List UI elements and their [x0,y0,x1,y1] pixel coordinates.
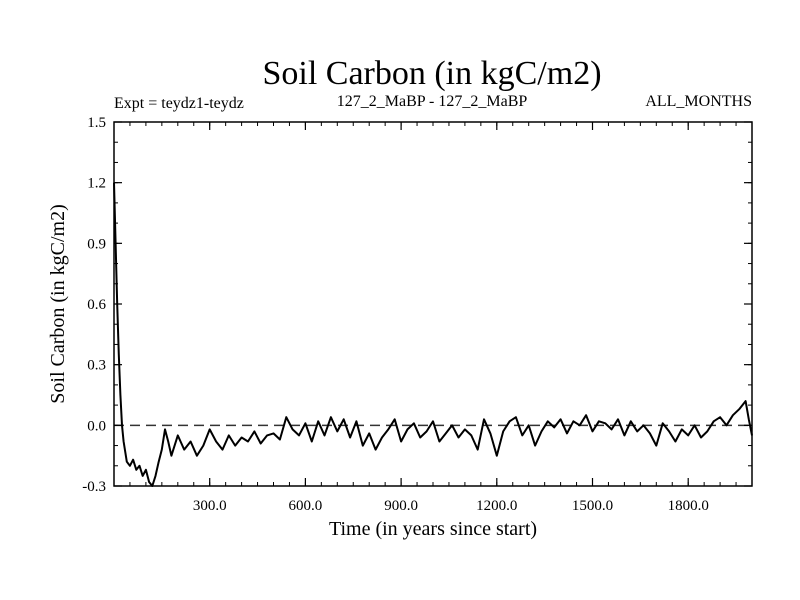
axis-tick-labels: -0.3 0.0 0.3 0.6 0.9 1.2 1.5 300.0 600.0 900.0 120… [82,115,709,514]
experiment-label: Expt = teydz1-teydz [114,95,244,112]
x-tick-label: 300.0 [193,498,227,514]
y-tick-label: 1.5 [87,115,106,131]
x-tick-label: 1200.0 [476,498,517,514]
period-label: 127_2_MaBP - 127_2_MaBP [337,93,528,110]
x-tick-label: 600.0 [289,498,323,514]
y-tick-label: 0.0 [87,418,106,434]
chart-title: Soil Carbon (in kgC/m2) [262,55,601,92]
y-tick-label: 1.2 [87,176,106,192]
plot-frame [113,121,753,487]
series-group [113,182,753,487]
y-tick-label: 0.6 [87,297,106,313]
x-tick-label: 900.0 [384,498,418,514]
series-line-0 [113,182,753,487]
x-axis-label: Time (in years since start) [329,518,537,540]
y-axis-label: Soil Carbon (in kgC/m2) [47,204,69,403]
y-tick-label: 0.9 [87,236,106,252]
y-tick-label: -0.3 [82,479,106,495]
y-tick-label: 0.3 [87,358,106,374]
x-tick-label: 1500.0 [572,498,613,514]
months-label: ALL_MONTHS [645,93,752,110]
x-tick-label: 1800.0 [668,498,709,514]
